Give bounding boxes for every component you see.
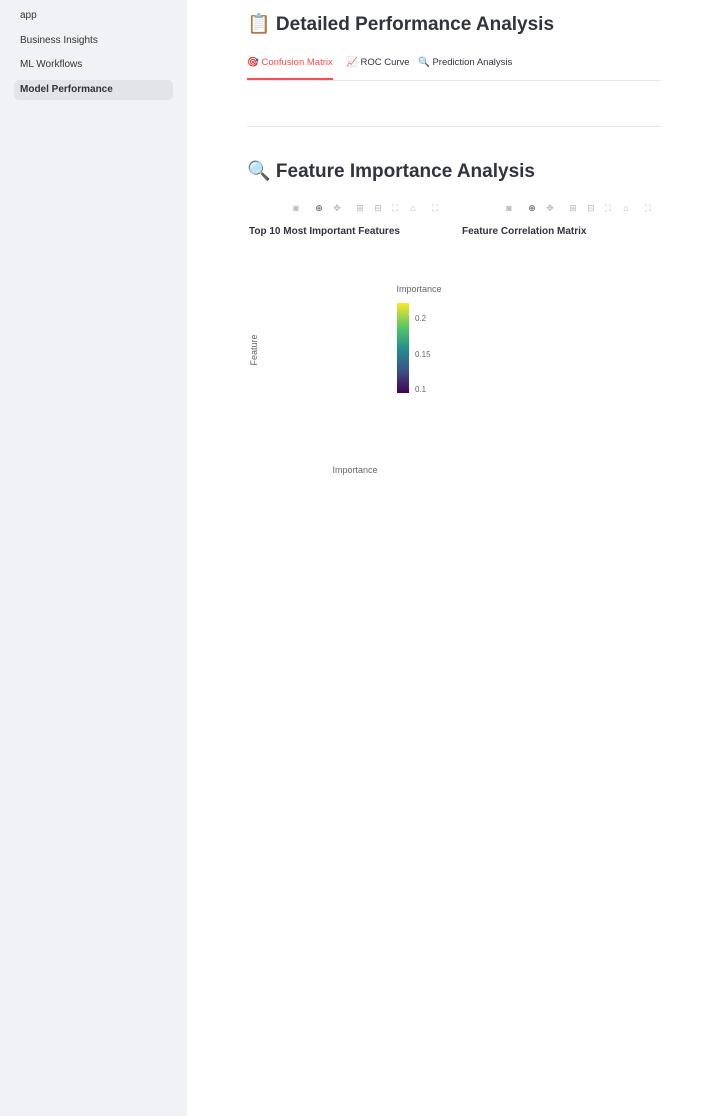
performance-title: 📋 Detailed Performance Analysis	[247, 14, 555, 35]
tab-confusion-matrix[interactable]: 🎯 Confusion Matrix	[247, 52, 333, 80]
chart-title: Top 10 Most Important Features	[249, 226, 400, 237]
feature-importance-title: 🔍 Feature Importance Analysis	[247, 161, 535, 182]
home-icon[interactable]: ⌂	[623, 203, 629, 213]
home-icon[interactable]: ⌂	[410, 203, 416, 213]
zoom-icon[interactable]: ⊕	[528, 203, 536, 213]
chart-toolbar: ◙ ⊕ ✥ ⊞ ⊟ ⛶ ⌂ ⛶	[290, 201, 440, 215]
zoom-out-icon[interactable]: ⊟	[374, 203, 382, 213]
chart-toolbar: ◙ ⊕ ✥ ⊞ ⊟ ⛶ ⌂ ⛶	[503, 201, 653, 215]
tab-prediction-analysis[interactable]: 🔍 Prediction Analysis	[418, 57, 513, 68]
y-axis-label: Feature	[249, 334, 259, 365]
pan-icon[interactable]: ✥	[546, 203, 554, 213]
chart-title: Feature Correlation Matrix	[462, 226, 587, 237]
colorbar-tick: 0.1	[415, 385, 427, 394]
fullscreen-icon[interactable]: ⛶	[644, 203, 652, 213]
autoscale-icon[interactable]: ⛶	[391, 203, 399, 213]
fullscreen-icon[interactable]: ⛶	[431, 203, 439, 213]
sidebar-item-ml-workflows[interactable]: ML Workflows	[20, 59, 83, 70]
performance-tabs: 🎯 Confusion Matrix 📈 ROC Curve 🔍 Predict…	[247, 52, 661, 81]
colorbar-tick: 0.15	[415, 350, 431, 359]
zoom-in-icon[interactable]: ⊞	[569, 203, 577, 213]
correlation-heatmap: Feature Correlation Matrix	[462, 226, 587, 237]
divider	[247, 126, 661, 127]
zoom-out-icon[interactable]: ⊟	[587, 203, 595, 213]
pan-icon[interactable]: ✥	[333, 203, 341, 213]
zoom-icon[interactable]: ⊕	[315, 203, 323, 213]
main-content: 📋 Detailed Performance Analysis 🎯 Confus…	[187, 0, 720, 1116]
sidebar-item-app[interactable]: app	[20, 10, 37, 21]
zoom-in-icon[interactable]: ⊞	[356, 203, 364, 213]
sidebar-item-business-insights[interactable]: Business Insights	[20, 35, 98, 46]
feature-importance-chart: Top 10 Most Important Features Feature I…	[249, 226, 442, 475]
sidebar: app Business Insights ML Workflows Model…	[0, 0, 187, 1116]
sidebar-item-model-performance[interactable]: Model Performance	[14, 80, 173, 100]
camera-icon[interactable]: ◙	[506, 203, 512, 213]
colorbar	[397, 303, 409, 393]
autoscale-icon[interactable]: ⛶	[604, 203, 612, 213]
x-axis-label: Importance	[332, 465, 377, 475]
colorbar-tick: 0.2	[415, 314, 427, 323]
colorbar-title: Importance	[396, 284, 441, 294]
camera-icon[interactable]: ◙	[293, 203, 299, 213]
tab-roc-curve[interactable]: 📈 ROC Curve	[346, 57, 410, 68]
